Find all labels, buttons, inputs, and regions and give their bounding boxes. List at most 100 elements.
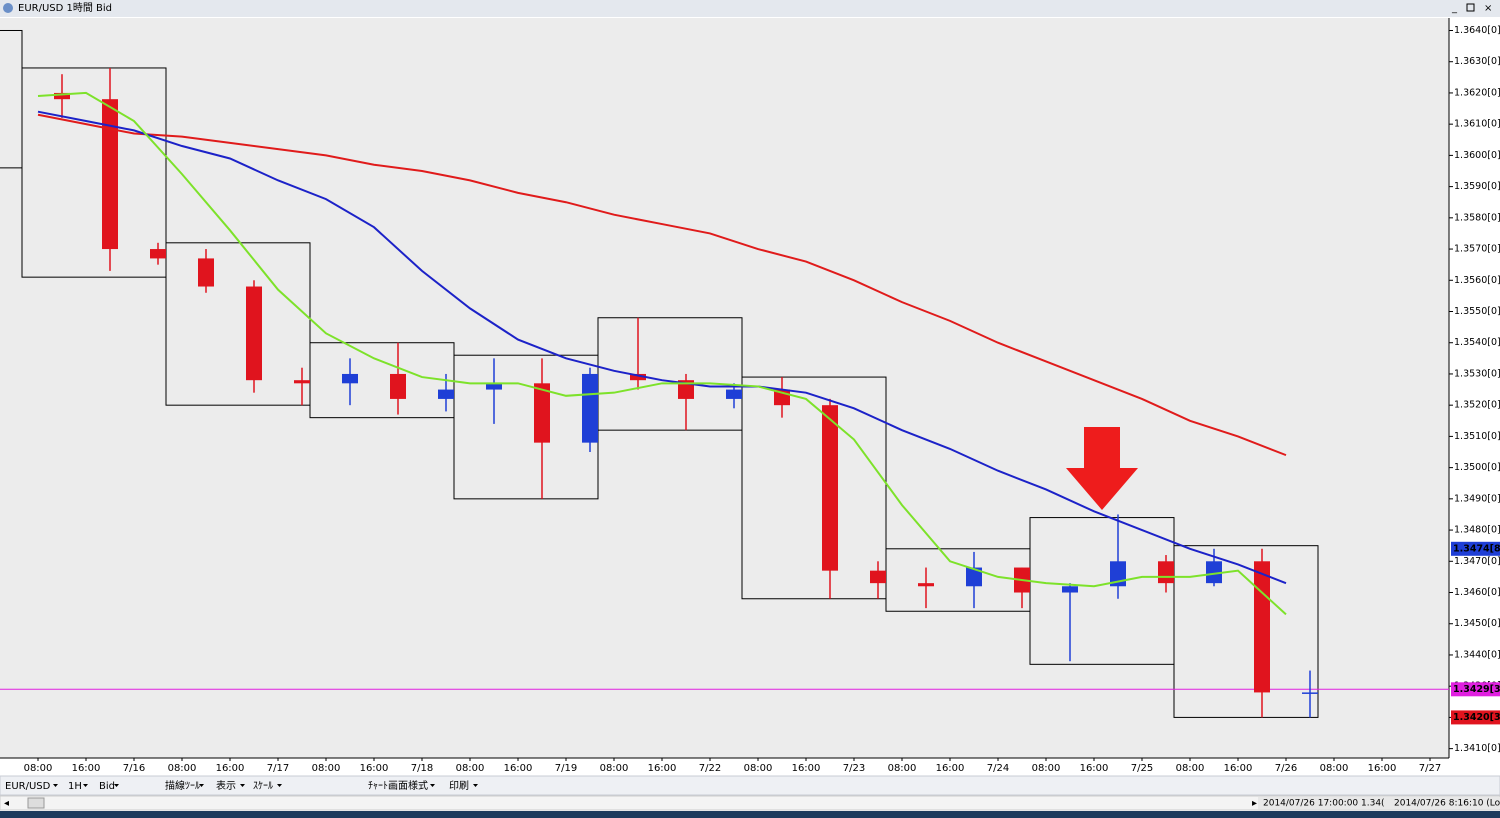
toolbar-item[interactable]: ｽｹｰﾙ: [253, 780, 273, 792]
dropdown-arrow: [473, 784, 478, 787]
candle-body: [678, 380, 694, 399]
scroll-thumb[interactable]: [27, 797, 45, 809]
candle-body: [918, 583, 934, 587]
x-tick-label: 08:00: [24, 763, 53, 774]
toolbar-item[interactable]: 印刷: [449, 780, 469, 792]
candle-body: [390, 373, 406, 399]
y-tick-label: 1.3620[0]: [1454, 87, 1500, 98]
x-tick-label: 7/16: [123, 763, 145, 774]
candle-body: [1302, 692, 1318, 694]
scroll-left[interactable]: ◂: [4, 798, 9, 809]
minimize-button[interactable]: _: [1451, 3, 1458, 14]
toolbar-item[interactable]: EUR/USD: [5, 781, 51, 792]
x-tick-label: 7/22: [699, 763, 721, 774]
moving-average-line: [37, 113, 1287, 457]
toolbar-item[interactable]: Bid: [99, 781, 115, 792]
x-tick-label: 08:00: [456, 763, 485, 774]
y-tick-label: 1.3470[0]: [1454, 556, 1500, 567]
candle-body: [1062, 586, 1078, 593]
candle-body: [150, 249, 166, 259]
x-tick-label: 08:00: [312, 763, 341, 774]
y-tick-label: 1.3610[0]: [1454, 119, 1500, 130]
x-tick-label: 16:00: [1080, 763, 1109, 774]
candle-body: [966, 567, 982, 587]
daily-range-box: [1173, 545, 1319, 718]
toolbar-item[interactable]: 表示: [216, 779, 236, 792]
y-tick-label: 1.3480[0]: [1454, 525, 1500, 536]
scroll-right[interactable]: ▸: [1252, 798, 1257, 809]
y-tick-label: 1.3500[0]: [1454, 462, 1500, 473]
x-tick-label: 7/23: [843, 763, 865, 774]
x-tick-label: 7/24: [987, 763, 1009, 774]
candle-body: [582, 373, 598, 443]
candle-body: [294, 380, 310, 384]
candle-body: [54, 92, 70, 100]
y-tick-label: 1.3460[0]: [1454, 587, 1500, 598]
maximize-button[interactable]: [1466, 3, 1475, 12]
toolbar-item[interactable]: 1H: [68, 781, 82, 792]
price-tag: [1451, 682, 1500, 697]
x-tick-label: 7/19: [555, 763, 577, 774]
price-tag: [1451, 710, 1500, 725]
x-tick-label: 08:00: [1176, 763, 1205, 774]
y-tick-label: 1.3590[0]: [1454, 181, 1500, 192]
price-tag-label: 1.3429[3: [1453, 684, 1500, 695]
y-tick-label: 1.3570[0]: [1454, 244, 1500, 255]
x-tick-label: 7/26: [1275, 763, 1297, 774]
toolbar: [0, 775, 1500, 796]
toolbar-item[interactable]: ﾁｬｰﾄ画面様式: [368, 779, 428, 792]
candle-body: [1158, 561, 1174, 584]
dropdown-arrow: [240, 784, 245, 787]
x-tick-label: 7/27: [1419, 763, 1441, 774]
price-tag-label: 1.3420[3: [1453, 712, 1500, 723]
dropdown-arrow: [277, 784, 282, 787]
status-bar-time: 2014/07/26 17:00:00 1.34(: [1263, 799, 1385, 809]
y-tick-label: 1.3410[0]: [1454, 743, 1500, 754]
x-tick-label: 16:00: [1368, 763, 1397, 774]
daily-range-box: [21, 67, 167, 278]
candle-body: [198, 258, 214, 287]
moving-average-line: [37, 110, 1287, 585]
candle-body: [726, 389, 742, 399]
moving-average-line: [37, 91, 1287, 616]
dropdown-arrow: [53, 784, 58, 787]
x-tick-label: 08:00: [1320, 763, 1349, 774]
dropdown-arrow: [430, 784, 435, 787]
price-axis: [1449, 18, 1500, 758]
y-tick-label: 1.3520[0]: [1454, 400, 1500, 411]
y-tick-label: 1.3600[0]: [1454, 150, 1500, 161]
candle-body: [1254, 561, 1270, 693]
toolbar-item[interactable]: 描線ﾂｰﾙ: [165, 779, 200, 792]
y-tick-label: 1.3490[0]: [1454, 493, 1500, 504]
candle-body: [102, 99, 118, 250]
time-axis: [0, 758, 1500, 776]
taskbar: [0, 811, 1500, 818]
plot-layer: [0, 29, 1449, 718]
y-tick-label: 1.3550[0]: [1454, 306, 1500, 317]
x-tick-label: 16:00: [360, 763, 389, 774]
daily-range-box: [741, 376, 887, 600]
plot-area: [0, 18, 1449, 758]
scrollbar: [0, 795, 1500, 811]
y-tick-label: 1.3530[0]: [1454, 368, 1500, 379]
price-tag: [1451, 541, 1500, 556]
x-tick-label: 16:00: [72, 763, 101, 774]
dropdown-arrow: [114, 784, 119, 787]
candle-body: [534, 383, 550, 443]
y-tick-label: 1.3540[0]: [1454, 337, 1500, 348]
status-bar: [1258, 797, 1500, 809]
x-tick-label: 7/25: [1131, 763, 1153, 774]
toolbar-items: EUR/USD 1H Bid 描線ﾂｰﾙ 表示 ｽｹｰﾙ ﾁｬｰﾄ画面様式 印刷: [5, 779, 478, 792]
candle-body: [246, 286, 262, 381]
x-tick-label: 16:00: [216, 763, 245, 774]
x-tick-label: 08:00: [168, 763, 197, 774]
x-tick-label: 7/18: [411, 763, 433, 774]
annotation-arrow: [1066, 427, 1138, 510]
candle-body: [822, 405, 838, 571]
candle-body: [342, 373, 358, 384]
x-tick-label: 7/17: [267, 763, 289, 774]
close-button[interactable]: ×: [1484, 3, 1492, 14]
price-tag-label: 1.3474[8: [1453, 543, 1500, 554]
x-tick-label: 16:00: [792, 763, 821, 774]
